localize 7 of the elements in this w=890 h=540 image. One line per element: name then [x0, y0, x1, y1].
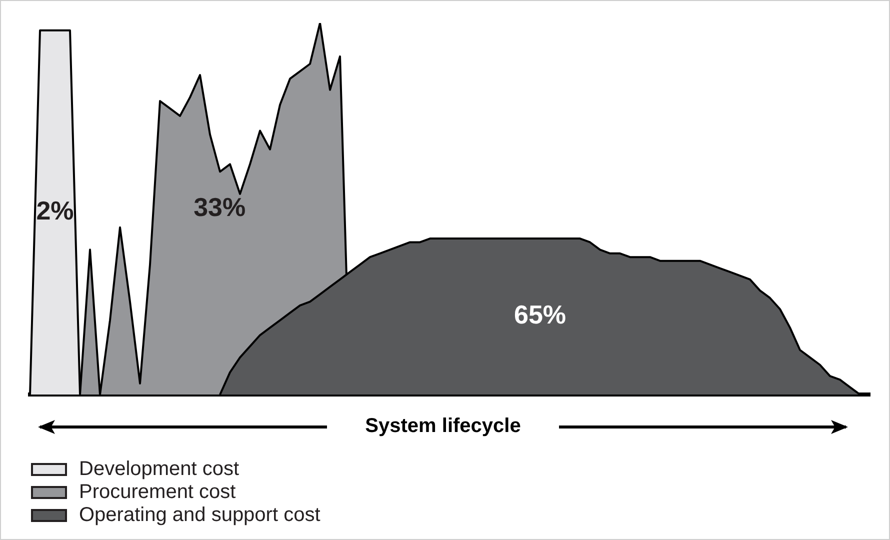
- legend-label: Development cost: [79, 458, 240, 480]
- annotation: 65%: [514, 300, 566, 330]
- legend-label: Procurement cost: [79, 480, 236, 504]
- legend-label: Operating and support cost: [79, 504, 320, 526]
- annotation: 2%: [36, 196, 74, 226]
- annotation: 33%: [194, 192, 246, 222]
- x-axis-title: System lifecycle: [364, 415, 522, 438]
